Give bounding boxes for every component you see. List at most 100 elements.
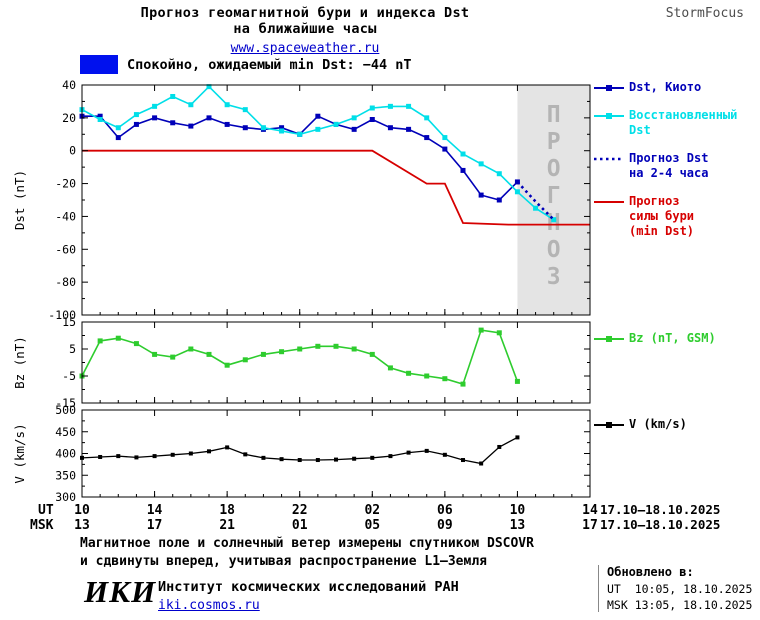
time-tick-label: 17	[147, 518, 163, 533]
series-marker-dst-reconstructed	[424, 115, 430, 121]
series-marker-dst-kyoto	[188, 123, 194, 129]
series-marker-dst-kyoto	[351, 126, 357, 132]
time-tick-label: 10	[74, 503, 90, 518]
bz-marker-icon	[594, 336, 624, 342]
series-dst-forecast	[516, 181, 555, 221]
series-marker-bz	[279, 349, 285, 355]
series-marker-v	[261, 455, 266, 460]
series-marker-v	[370, 455, 375, 460]
series-marker-v	[515, 435, 520, 440]
series-marker-v	[479, 461, 484, 466]
series-marker-dst-reconstructed	[387, 103, 393, 109]
y-tick-label: -5	[62, 369, 76, 383]
series-marker-dst-kyoto	[242, 125, 248, 131]
time-tick-label: 13	[510, 518, 526, 533]
v-frame	[81, 409, 591, 498]
series-marker-bz	[115, 335, 121, 341]
time-tick-label: 05	[364, 518, 380, 533]
dst-legend: Dst, Киото Восстановленный Dst Прогноз D…	[594, 80, 758, 252]
forecast-band-letter: З	[547, 264, 561, 290]
iki-site-link[interactable]: iki.cosmos.ru	[158, 598, 260, 613]
series-marker-bz	[188, 346, 194, 352]
y-tick-label: 20	[62, 111, 76, 125]
forecast-band-letter: П	[547, 102, 561, 128]
date-range-label: 17.10–18.10.2025	[600, 502, 720, 517]
y-tick-label: -80	[55, 275, 76, 289]
time-tick-label: 02	[364, 503, 380, 518]
series-marker-v	[297, 458, 302, 463]
legend-item-dst-reconstructed: Восстановленный Dst	[594, 108, 758, 138]
bz-legend: Bz (nT, GSM)	[594, 331, 758, 359]
v-panel: 500 450 400 350 300 V (km/s)	[12, 403, 591, 504]
series-marker-dst-reconstructed	[333, 121, 339, 127]
series-marker-v	[188, 451, 193, 456]
series-marker-dst-reconstructed	[188, 102, 194, 108]
forecast-band-letter: О	[547, 156, 561, 182]
legend-label-v: V (km/s)	[629, 417, 687, 431]
dst-reconstructed-marker-icon	[594, 113, 624, 119]
forecast-band-letter: Р	[547, 129, 561, 155]
series-marker-bz	[260, 351, 266, 357]
y-tick-label: 450	[55, 425, 76, 439]
y-tick-label: 15	[62, 315, 76, 329]
series-marker-bz	[224, 362, 230, 368]
series-marker-bz	[369, 351, 375, 357]
y-tick-label: 350	[55, 468, 76, 482]
series-marker-bz	[442, 376, 448, 382]
series-marker-dst-reconstructed	[260, 125, 266, 131]
series-marker-dst-reconstructed	[442, 135, 448, 141]
y-tick-label: 0	[69, 144, 76, 158]
measurement-note-line-1: Магнитное поле и солнечный ветер измерен…	[80, 536, 534, 551]
series-marker-dst-kyoto	[387, 125, 393, 131]
series-marker-dst-reconstructed	[206, 84, 212, 90]
series-marker-dst-kyoto	[478, 192, 484, 198]
institute-name: Институт космических исследований РАН	[158, 579, 459, 595]
series-bz	[81, 329, 519, 386]
series-marker-dst-kyoto	[315, 113, 321, 119]
series-marker-bz	[424, 373, 430, 379]
series-marker-bz	[315, 343, 321, 349]
time-tick-label: 06	[437, 503, 453, 518]
time-tick-label: 14	[582, 503, 598, 518]
series-marker-dst-reconstructed	[533, 205, 539, 211]
brand-label: StormFocus	[665, 6, 744, 21]
legend-label-dst-forecast: Прогноз Dst на 2-4 часа	[629, 151, 709, 180]
storm-level-indicator	[80, 55, 118, 74]
updated-label: Обновлено в:	[607, 565, 694, 579]
legend-label-storm-forecast: Прогноз силы бури (min Dst)	[629, 194, 695, 238]
legend-item-storm-forecast: Прогноз силы бури (min Dst)	[594, 194, 758, 239]
series-storm-forecast	[82, 149, 590, 226]
series-marker-v	[406, 450, 411, 455]
series-marker-v	[315, 458, 320, 463]
y-tick-label: -40	[55, 209, 76, 223]
series-marker-v	[170, 452, 175, 457]
spaceweather-link[interactable]: www.spaceweather.ru	[230, 41, 380, 56]
forecast-band-letter: Г	[547, 183, 561, 209]
iki-logo: ИКИ	[84, 574, 157, 609]
y-tick-label: -20	[55, 177, 76, 191]
series-marker-dst-reconstructed	[406, 103, 412, 109]
series-marker-v	[497, 444, 502, 449]
series-marker-bz	[170, 354, 176, 360]
v-marker-icon	[594, 422, 624, 428]
series-marker-dst-kyoto	[152, 115, 158, 121]
series-marker-bz	[478, 327, 484, 333]
series-marker-dst-reconstructed	[315, 126, 321, 132]
time-tick-label: 10	[510, 503, 526, 518]
series-marker-v	[207, 449, 211, 454]
series-marker-v	[98, 454, 103, 459]
series-marker-v	[279, 457, 284, 462]
y-tick-label: 40	[62, 78, 76, 92]
series-marker-dst-kyoto	[460, 167, 466, 173]
series-marker-dst-reconstructed	[279, 128, 285, 134]
bz-axis-title: Bz (nT)	[12, 336, 27, 389]
time-row-label: MSK	[30, 518, 54, 533]
series-marker-dst-kyoto	[496, 197, 502, 203]
series-marker-v	[352, 456, 357, 461]
updated-msk: MSK 13:05, 18.10.2025	[607, 598, 753, 612]
series-marker-dst-reconstructed	[514, 189, 520, 195]
series-marker-bz	[351, 346, 357, 352]
legend-item-dst-forecast: Прогноз Dst на 2-4 часа	[594, 151, 758, 181]
